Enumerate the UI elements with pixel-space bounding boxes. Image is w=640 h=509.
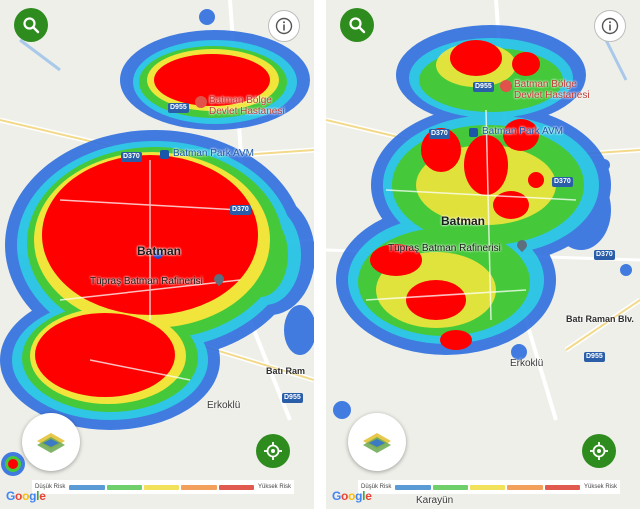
legend-swatch [395,484,431,490]
map-layers-icon [37,433,65,453]
bati-raman-label: Batı Raman Blv. [566,314,634,324]
hospital-label: Batman Bölge Devlet Hastanesi [514,79,590,101]
hospital-icon[interactable] [195,96,207,108]
legend-swatch [507,484,543,490]
search-icon [23,17,40,34]
road-overlay [59,160,241,381]
legend-swatch [218,484,254,490]
legend-low-label: Düşük Risk [35,484,66,490]
google-logo: Google [6,489,46,503]
search-button[interactable] [340,8,374,42]
legend-swatch [432,484,468,490]
legend-swatch [106,484,142,490]
mall-label: Batman Park AVM [482,126,563,137]
road-overlay [365,109,577,321]
locate-icon [264,442,282,460]
road-badge: D370 [594,250,615,260]
info-icon [275,17,293,35]
heat-red-layer [370,40,544,350]
erkoklu-label: Erkoklü [207,400,241,411]
road-badge: D955 [168,103,189,113]
map-panel-left[interactable]: D955 D370 D370 D955 Batman Bölge Devlet … [0,0,314,509]
current-location-dot [153,249,163,259]
legend-swatch [144,484,180,490]
search-button[interactable] [14,8,48,42]
risk-legend: Düşük Risk Yüksek Risk [358,480,620,494]
hospital-label-line2: Devlet Hastanesi [514,90,590,101]
karayun-label: Karayün [416,495,454,506]
locate-icon [590,442,608,460]
heatmap-left[interactable] [0,0,314,509]
hospital-icon[interactable] [500,80,512,92]
info-button[interactable] [594,10,626,42]
legend-high-label: Yüksek Risk [583,484,617,490]
road-badge: D955 [473,82,494,92]
road-badge: D955 [282,393,303,403]
search-icon [349,17,366,34]
mall-label: Batman Park AVM [173,148,254,159]
legend-high-label: Yüksek Risk [257,484,291,490]
road-badge: D370 [429,129,450,139]
road-badge: D370 [552,177,573,187]
risk-legend: Düşük Risk Yüksek Risk [32,480,294,494]
road-badge: D955 [584,352,605,362]
legend-low-label: Düşük Risk [361,484,392,490]
map-layers-icon [363,433,391,453]
shopping-icon[interactable] [160,150,169,159]
hospital-label-line2: Devlet Hastanesi [209,106,285,117]
erkoklu-label: Erkoklü [510,358,544,369]
bati-raman-label: Batı Ram [266,366,306,376]
legend-swatch [544,484,580,490]
hospital-label-line1: Batman Bölge [514,79,577,90]
map-layers-button[interactable] [348,413,406,471]
info-button[interactable] [268,10,300,42]
map-layers-button[interactable] [22,413,80,471]
city-label: Batman [441,214,486,228]
map-panel-right[interactable]: D955 D370 D370 D370 D955 Batman Bölge De… [326,0,640,509]
legend-swatch [69,484,105,490]
city-label: Batman [137,244,182,258]
legend-swatch [181,484,217,490]
shopping-icon[interactable] [469,128,478,137]
road-badge: D370 [230,205,251,215]
hospital-label: Batman Bölge Devlet Hastanesi [209,95,285,117]
locate-button[interactable] [256,434,290,468]
legend-swatch [470,484,506,490]
heatmap-right[interactable] [326,0,640,509]
refinery-label: Tüpraş Batman Rafinerisi [388,243,501,254]
google-logo: Google [332,489,372,503]
hospital-label-line1: Batman Bölge [209,95,272,106]
road-badge: D370 [121,152,142,162]
locate-button[interactable] [582,434,616,468]
refinery-label: Tüpraş Batman Rafinerisi [90,276,203,287]
info-icon [601,17,619,35]
